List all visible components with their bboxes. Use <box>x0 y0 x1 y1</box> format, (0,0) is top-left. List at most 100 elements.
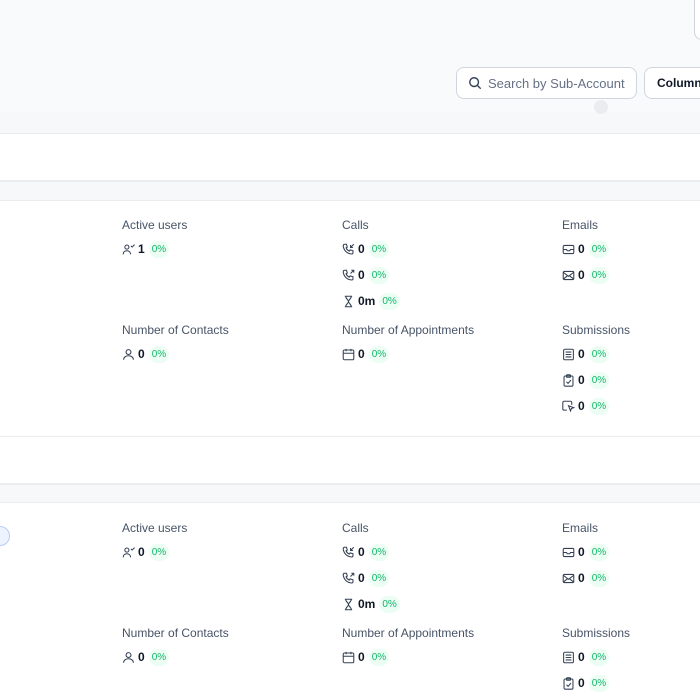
header-action-button[interactable] <box>694 0 700 40</box>
metric-percent-badge: 0% <box>379 595 400 613</box>
appointments-metric: 0 0% <box>342 648 390 666</box>
phone-incoming-icon <box>342 243 355 254</box>
metric-percent-badge: 0% <box>588 371 610 389</box>
metric-value: 0 <box>358 347 365 361</box>
account-avatar[interactable] <box>0 526 10 546</box>
metric-percent-badge: 0% <box>379 292 400 310</box>
mail-open-icon <box>562 547 575 557</box>
submissions-forms-metric: 0 0% <box>562 648 610 666</box>
row-divider <box>0 436 700 437</box>
metric-percent-badge: 0% <box>368 266 390 284</box>
metric-value: 0 <box>578 373 585 387</box>
calls-label: Calls <box>342 521 369 535</box>
account-row-header[interactable] <box>0 437 700 483</box>
metric-value: 0 <box>138 650 145 664</box>
emails-sent-metric: 0 0% <box>562 569 610 587</box>
metric-percent-badge: 0% <box>148 345 170 363</box>
hourglass-icon <box>344 295 353 307</box>
emails-sent-metric: 0 0% <box>562 266 610 284</box>
columns-button-label: Columns <box>657 76 700 90</box>
metric-value: 0 <box>578 676 585 690</box>
appointments-label: Number of Appointments <box>342 323 475 337</box>
scroll-indicator <box>594 100 608 114</box>
account-row-header[interactable] <box>0 134 700 180</box>
calls-duration-metric: 0m 0% <box>342 292 400 310</box>
cursor-click-icon <box>562 400 575 413</box>
active-users-metric: 0 0% <box>122 543 170 561</box>
card-top-border <box>0 200 700 201</box>
clipboard-check-icon <box>563 373 574 387</box>
submissions-label: Submissions <box>562 626 631 640</box>
metric-percent-badge: 0% <box>148 240 170 258</box>
calls-duration-metric: 0m 0% <box>342 595 400 613</box>
user-icon <box>123 651 134 663</box>
metric-percent-badge: 0% <box>368 345 390 363</box>
metric-value: 0 <box>138 545 145 559</box>
metric-value: 0 <box>578 571 585 585</box>
metric-value: 0 <box>358 268 365 282</box>
metric-percent-badge: 0% <box>148 543 170 561</box>
phone-outgoing-icon <box>342 572 355 583</box>
mail-open-icon <box>562 244 575 254</box>
active-users-label: Active users <box>122 218 188 232</box>
submissions-surveys-metric: 0 0% <box>562 371 610 389</box>
clipboard-check-icon <box>563 676 574 690</box>
metric-value: 1 <box>138 242 145 256</box>
calls-label: Calls <box>342 218 369 232</box>
emails-label: Emails <box>562 521 599 535</box>
columns-button[interactable]: Columns <box>644 67 700 99</box>
account-stats-card: Active users 1 0% Calls 0 0% 0 0% 0m 0% … <box>0 200 700 436</box>
metric-value: 0 <box>578 545 585 559</box>
page-header: Search by Sub-Account Columns <box>0 0 700 112</box>
search-input[interactable]: Search by Sub-Account <box>456 67 637 99</box>
submissions-forms-metric: 0 0% <box>562 345 610 363</box>
emails-opened-metric: 0 0% <box>562 240 610 258</box>
metric-percent-badge: 0% <box>588 266 610 284</box>
metric-percent-badge: 0% <box>368 569 390 587</box>
phone-incoming-icon <box>342 546 355 557</box>
submissions-label: Submissions <box>562 323 631 337</box>
metric-percent-badge: 0% <box>588 543 610 561</box>
metric-value: 0m <box>358 294 376 308</box>
metric-value: 0 <box>578 650 585 664</box>
row-divider <box>0 483 700 485</box>
form-icon <box>563 651 574 663</box>
metric-percent-badge: 0% <box>368 240 390 258</box>
contacts-metric: 0 0% <box>122 648 170 666</box>
metric-percent-badge: 0% <box>588 240 610 258</box>
mail-icon <box>562 573 575 583</box>
active-users-label: Active users <box>122 521 188 535</box>
card-top-border <box>0 502 700 503</box>
active-users-metric: 1 0% <box>122 240 170 258</box>
row-divider <box>0 133 700 134</box>
calls-outgoing-metric: 0 0% <box>342 266 390 284</box>
metric-value: 0 <box>358 650 365 664</box>
search-placeholder: Search by Sub-Account <box>488 75 625 91</box>
search-icon <box>469 77 482 90</box>
metric-value: 0 <box>358 545 365 559</box>
metric-value: 0 <box>578 347 585 361</box>
metric-percent-badge: 0% <box>148 648 170 666</box>
account-stats-card: Active users 0 0% Calls 0 0% 0 0% 0m 0% … <box>0 502 700 700</box>
metric-percent-badge: 0% <box>588 648 610 666</box>
metric-value: 0 <box>578 399 585 413</box>
metric-percent-badge: 0% <box>368 543 390 561</box>
metric-percent-badge: 0% <box>588 397 610 415</box>
metric-value: 0 <box>578 242 585 256</box>
mail-icon <box>562 270 575 280</box>
contacts-label: Number of Contacts <box>122 323 229 337</box>
form-icon <box>563 348 574 360</box>
metric-value: 0 <box>578 268 585 282</box>
emails-opened-metric: 0 0% <box>562 543 610 561</box>
phone-outgoing-icon <box>342 269 355 280</box>
contacts-metric: 0 0% <box>122 345 170 363</box>
emails-label: Emails <box>562 218 599 232</box>
metric-percent-badge: 0% <box>588 569 610 587</box>
metric-percent-badge: 0% <box>588 345 610 363</box>
users-icon <box>122 546 135 557</box>
appointments-label: Number of Appointments <box>342 626 475 640</box>
appointments-metric: 0 0% <box>342 345 390 363</box>
calendar-icon <box>342 651 355 663</box>
calls-incoming-metric: 0 0% <box>342 240 390 258</box>
submissions-surveys-metric: 0 0% <box>562 674 610 692</box>
